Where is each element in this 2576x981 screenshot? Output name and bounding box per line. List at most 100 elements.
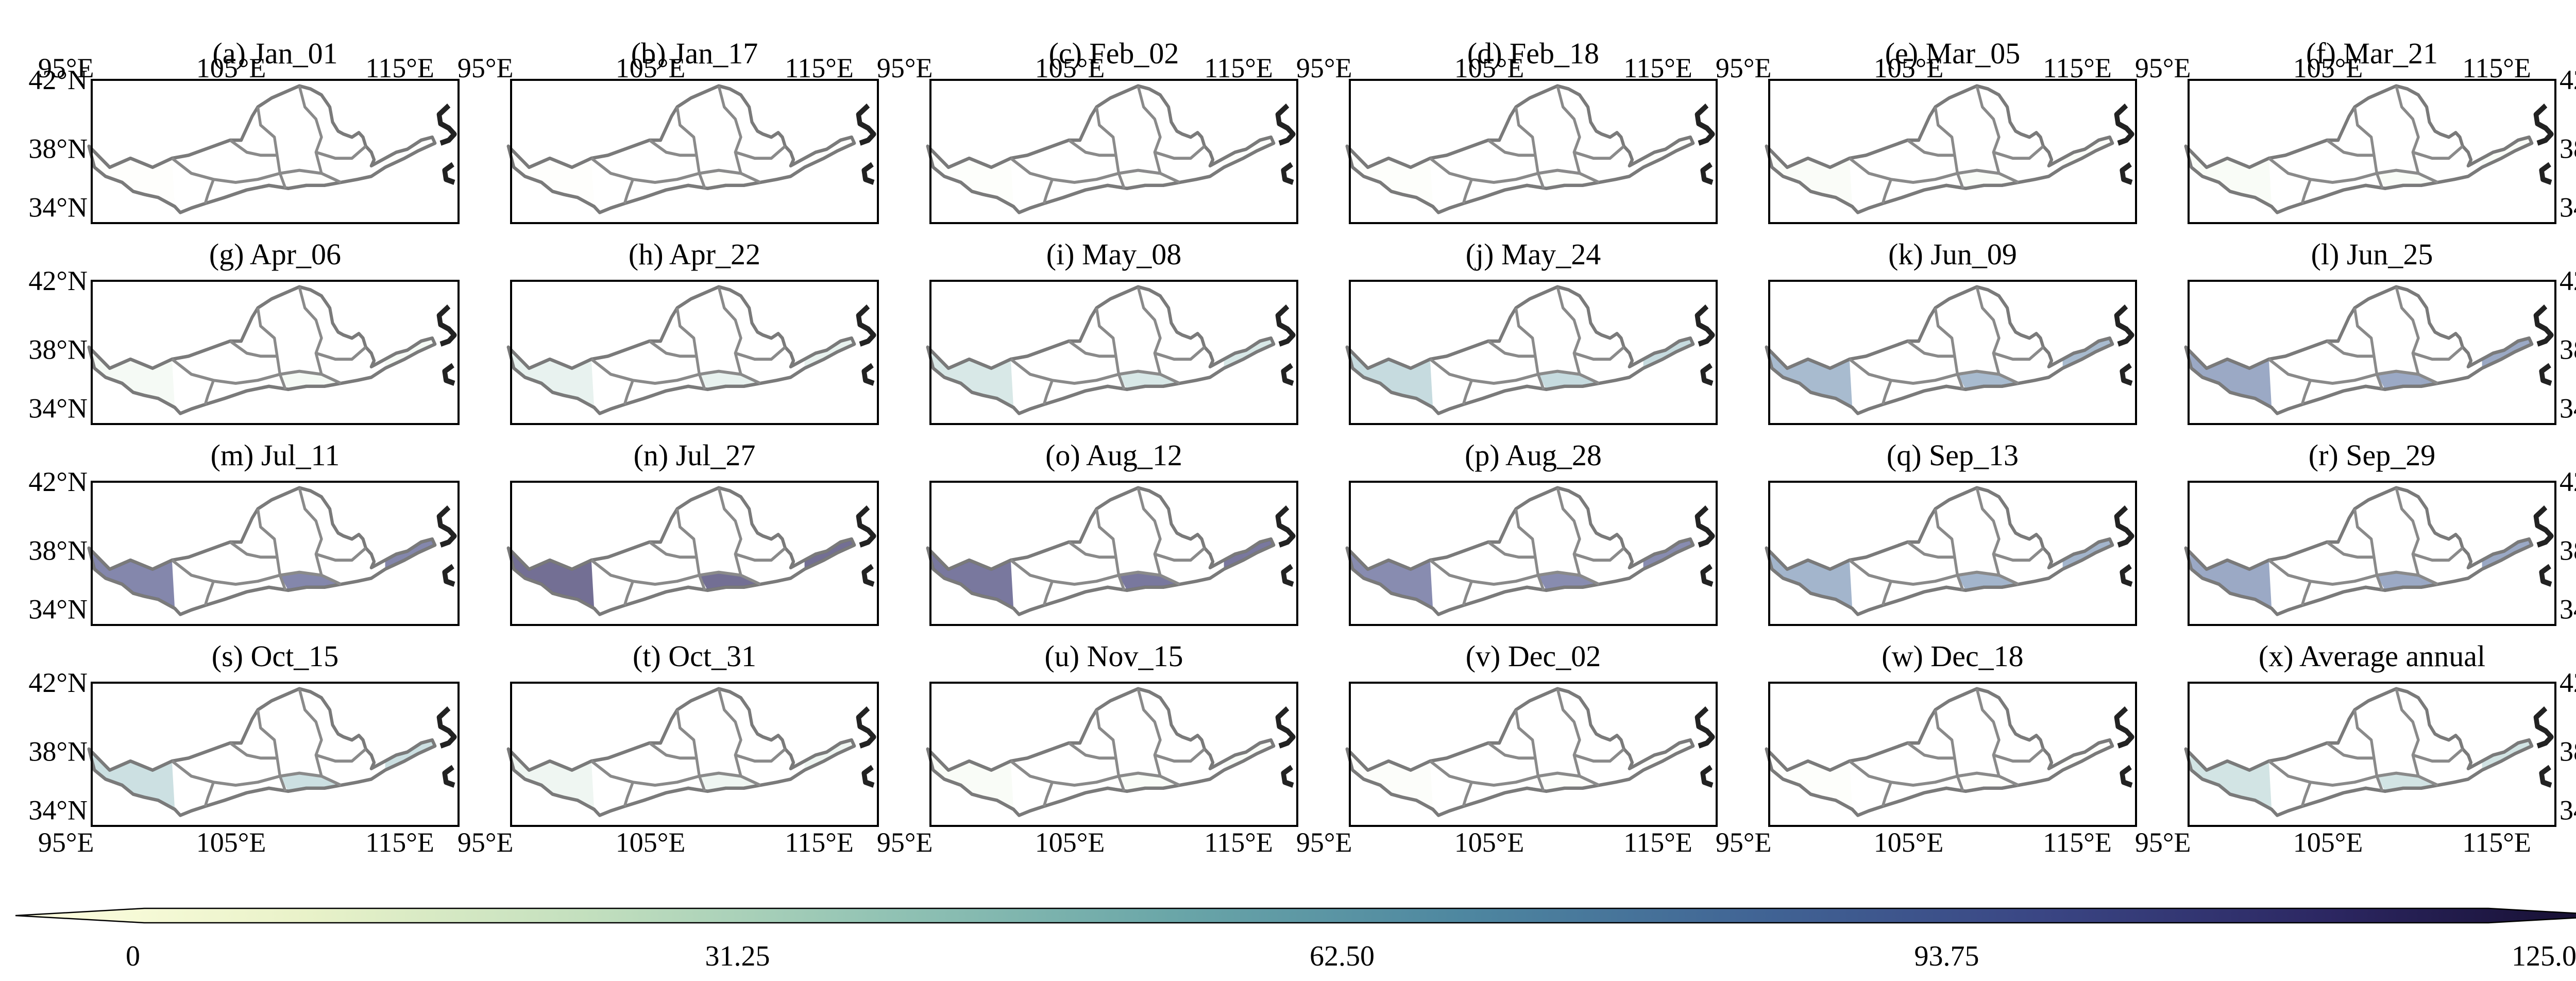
lon-tick-label: 95°E [2135, 53, 2191, 83]
shade-patch [2185, 548, 2272, 608]
map-frame [1768, 79, 2137, 224]
panel-title: (p) Aug_28 [1465, 438, 1602, 472]
lon-tick-label: 95°E [38, 827, 94, 858]
map-frame [929, 682, 1298, 827]
lon-tick-label: 95°E [457, 53, 514, 83]
shade-patch [508, 347, 595, 408]
panel-title: (v) Dec_02 [1466, 639, 1601, 673]
lon-tick-label: 105°E [616, 53, 686, 83]
map-content [1347, 287, 1713, 414]
lon-tick-label: 95°E [1296, 53, 1352, 83]
map-frame [1768, 280, 2137, 425]
map-frame [510, 79, 879, 224]
map-frame [1768, 481, 2137, 626]
map-content [2186, 287, 2551, 414]
map-content [509, 488, 874, 615]
lon-tick-label: 115°E [365, 827, 434, 858]
panel-title: (i) May_08 [1046, 238, 1182, 271]
lat-tick-label: 34°N [28, 794, 88, 825]
lat-tick-label: 42°N [2560, 667, 2576, 698]
lat-tick-label: 42°N [28, 265, 88, 296]
shade-patch [2185, 347, 2272, 408]
panel-title: (m) Jul_11 [211, 438, 340, 472]
panel-title: (e) Mar_05 [1885, 37, 2021, 70]
lon-tick-label: 115°E [785, 827, 854, 858]
lon-tick-label: 105°E [1035, 827, 1105, 858]
lon-tick-label: 105°E [196, 53, 266, 83]
panel-title: (a) Jan_01 [212, 37, 337, 70]
map-frame [91, 481, 460, 626]
panel-title: (f) Mar_21 [2306, 37, 2438, 70]
lon-tick-label: 105°E [2293, 827, 2363, 858]
colorbar-tick-label: 93.75 [1914, 940, 1979, 972]
panel-title: (d) Feb_18 [1467, 37, 1599, 70]
map-frame [91, 280, 460, 425]
lat-tick-label: 42°N [28, 667, 88, 698]
shade-patch [2185, 749, 2272, 809]
lat-tick-label: 34°N [2560, 794, 2576, 825]
map-content [509, 287, 874, 414]
lon-tick-label: 95°E [877, 53, 933, 83]
map-panel: (a) Jan_01 95°E 105°E 115°E 42°N 38°N 34°N [28, 37, 460, 224]
lon-tick-label: 95°E [38, 53, 94, 83]
map-content [89, 488, 454, 615]
map-panel: (r) Sep_29 42°N 38°N 34°N [2185, 438, 2576, 626]
map-panel: (e) Mar_05 95°E 105°E 115°E [1716, 37, 2137, 224]
colorbar-tick-label: 0 [126, 940, 140, 972]
shade-patch [89, 548, 175, 608]
map-panel: (h) Apr_22 [509, 238, 879, 425]
panel-title: (j) May_24 [1466, 238, 1601, 271]
shade-patch [1347, 749, 1433, 809]
map-content [509, 86, 874, 213]
map-content [928, 287, 1293, 414]
lon-tick-label: 105°E [1874, 827, 1944, 858]
map-frame [1349, 79, 1718, 224]
map-content [89, 86, 454, 213]
lon-tick-label: 105°E [1454, 53, 1524, 83]
colorbar-bar [15, 907, 2576, 924]
lon-tick-label: 105°E [1874, 53, 1944, 83]
shade-patch [1347, 548, 1433, 608]
map-frame [91, 682, 460, 827]
shade-patch [927, 548, 1014, 608]
map-frame [510, 280, 879, 425]
panel-title: (n) Jul_27 [634, 438, 756, 472]
lat-tick-label: 38°N [28, 535, 88, 566]
map-content [1767, 287, 2132, 414]
shade-patch [2185, 146, 2272, 207]
lon-tick-label: 105°E [2293, 53, 2363, 83]
lon-tick-label: 95°E [1716, 53, 1772, 83]
shade-patch [1347, 347, 1433, 408]
map-frame [1349, 481, 1718, 626]
shade-patch [89, 749, 175, 809]
lat-tick-label: 34°N [2560, 594, 2576, 624]
lon-tick-label: 95°E [1296, 827, 1352, 858]
map-panel: (j) May_24 [1347, 238, 1718, 425]
lat-tick-label: 34°N [28, 192, 88, 223]
lat-tick-label: 34°N [2560, 393, 2576, 424]
lat-tick-label: 34°N [28, 393, 88, 424]
lat-tick-label: 38°N [2560, 133, 2576, 164]
panel-title: (r) Sep_29 [2309, 438, 2435, 472]
map-frame [929, 280, 1298, 425]
lon-tick-label: 105°E [1035, 53, 1105, 83]
lat-tick-label: 34°N [2560, 192, 2576, 223]
lat-tick-label: 38°N [2560, 334, 2576, 365]
map-panel: (w) Dec_18 95°E 105°E 115°E [1716, 639, 2137, 858]
map-frame [2188, 79, 2556, 224]
panel-title: (o) Aug_12 [1045, 438, 1182, 472]
shade-patch [927, 146, 1014, 207]
shade-patch [89, 347, 175, 408]
map-content [928, 488, 1293, 615]
map-panel: (d) Feb_18 95°E 105°E 115°E [1296, 37, 1718, 224]
map-panel: (f) Mar_21 95°E 105°E 115°E 42°N 38°N 34°N [2135, 37, 2576, 224]
panel-title: (s) Oct_15 [212, 639, 338, 673]
map-panel: (l) Jun_25 42°N 38°N 34°N [2186, 238, 2576, 425]
lon-tick-label: 115°E [1204, 827, 1273, 858]
map-panel: (s) Oct_15 95°E 105°E 115°E 42°N 38°N 34°N [28, 639, 460, 858]
lon-tick-label: 105°E [616, 827, 686, 858]
lat-tick-label: 42°N [28, 64, 88, 95]
panel-title: (x) Average annual [2259, 639, 2485, 673]
map-frame [2188, 481, 2556, 626]
